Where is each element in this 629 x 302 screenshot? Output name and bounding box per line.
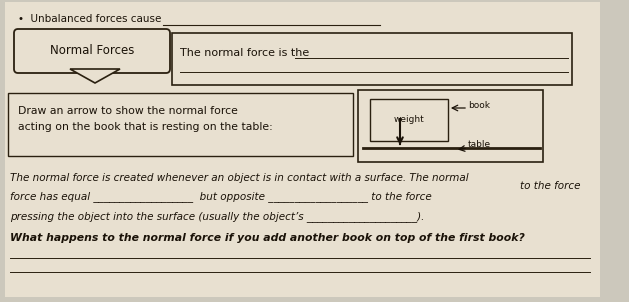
FancyBboxPatch shape bbox=[8, 93, 353, 156]
Text: Normal Forces: Normal Forces bbox=[50, 44, 134, 57]
FancyBboxPatch shape bbox=[14, 29, 170, 73]
FancyBboxPatch shape bbox=[5, 2, 600, 297]
FancyBboxPatch shape bbox=[172, 33, 572, 85]
Text: book: book bbox=[468, 101, 490, 110]
Text: Draw an arrow to show the normal force: Draw an arrow to show the normal force bbox=[18, 106, 238, 116]
FancyBboxPatch shape bbox=[358, 90, 543, 162]
Text: acting on the book that is resting on the table:: acting on the book that is resting on th… bbox=[18, 122, 273, 132]
Text: •  Unbalanced forces cause: • Unbalanced forces cause bbox=[18, 14, 162, 24]
Text: What happens to the normal force if you add another book on top of the first boo: What happens to the normal force if you … bbox=[10, 233, 525, 243]
Text: weight: weight bbox=[394, 115, 425, 124]
Text: The normal force is the: The normal force is the bbox=[180, 48, 309, 58]
Text: pressing the object into the surface (usually the object’s _____________________: pressing the object into the surface (us… bbox=[10, 211, 425, 222]
Polygon shape bbox=[70, 69, 120, 83]
Text: force has equal ___________________  but opposite ___________________ to the for: force has equal ___________________ but … bbox=[10, 191, 431, 202]
Text: The normal force is created whenever an object is in contact with a surface. The: The normal force is created whenever an … bbox=[10, 173, 469, 183]
FancyBboxPatch shape bbox=[370, 99, 448, 141]
Text: table: table bbox=[468, 140, 491, 149]
Text: to the force: to the force bbox=[520, 181, 580, 191]
